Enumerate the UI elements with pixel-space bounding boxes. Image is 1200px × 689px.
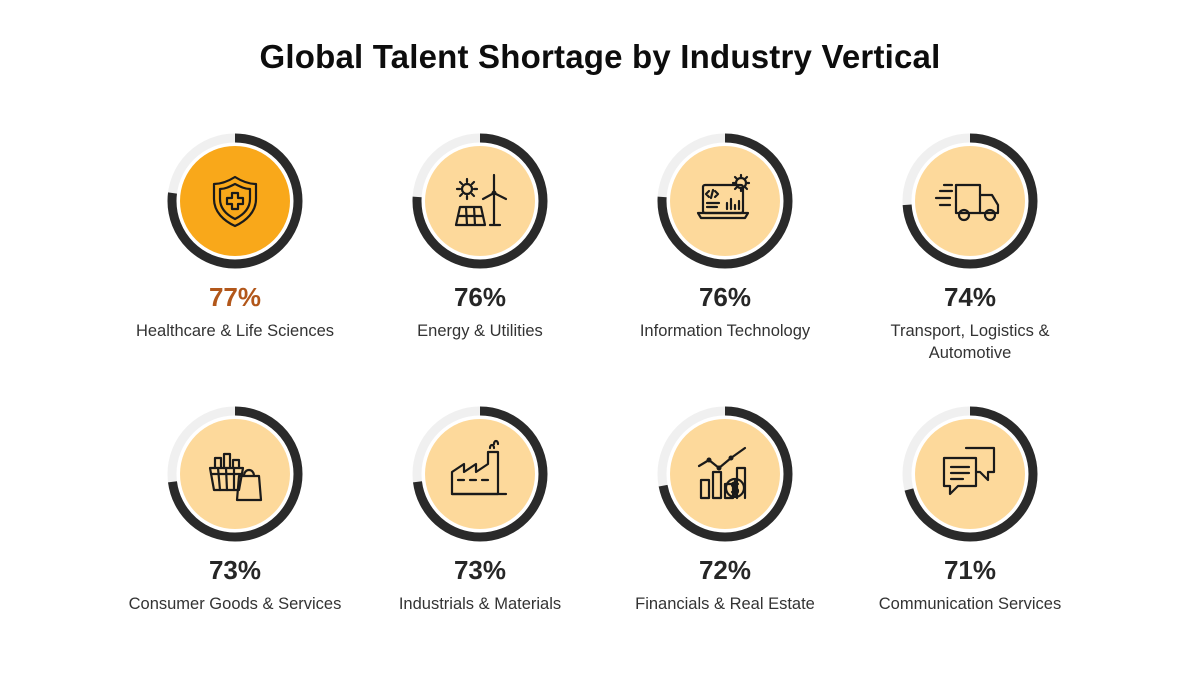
industry-label: Information Technology <box>639 322 811 340</box>
progress-ring <box>412 133 548 269</box>
ring-value-arc <box>412 406 548 542</box>
progress-ring <box>657 133 793 269</box>
ring-inner-disc <box>915 146 1025 256</box>
ring-value-arc <box>902 406 1038 542</box>
industry-label: Consumer Goods & Services <box>128 595 342 613</box>
ring-inner-disc <box>915 419 1025 529</box>
industry-label: Healthcare & Life Sciences <box>135 322 335 340</box>
ring-inner-disc <box>670 419 780 529</box>
industry-label: Energy & Utilities <box>417 322 543 340</box>
industry-card: 73% Consumer Goods & Services <box>115 405 355 615</box>
ring-inner-disc <box>180 146 290 256</box>
industry-card: 74% Transport, Logistics & Automotive <box>850 132 1090 364</box>
ring-value-arc <box>167 133 303 269</box>
percentage-value: 71% <box>943 555 997 585</box>
industry-card: 72% Financials & Real Estate <box>605 405 845 615</box>
progress-ring <box>167 133 303 269</box>
percentage-value: 76% <box>698 282 752 312</box>
progress-ring <box>902 406 1038 542</box>
industry-label: Transport, Logistics & Automotive <box>890 322 1050 362</box>
industry-label: Communication Services <box>878 595 1062 613</box>
progress-ring <box>902 133 1038 269</box>
ring-value-arc <box>412 133 548 269</box>
percentage-value: 73% <box>453 555 507 585</box>
percentage-value: 74% <box>943 282 997 312</box>
progress-ring <box>412 406 548 542</box>
percentage-value: 77% <box>208 282 262 312</box>
industry-card: 76% Energy & Utilities <box>360 132 600 342</box>
ring-value-arc <box>167 406 303 542</box>
ring-value-arc <box>902 133 1038 269</box>
ring-value-arc <box>657 133 793 269</box>
ring-inner-disc <box>670 146 780 256</box>
industry-label: Industrials & Materials <box>398 595 562 613</box>
percentage-value: 76% <box>453 282 507 312</box>
chart-title: Global Talent Shortage by Industry Verti… <box>259 38 941 75</box>
industry-card: 77% Healthcare & Life Sciences <box>115 132 355 342</box>
progress-ring <box>657 406 793 542</box>
industry-card: 71% Communication Services <box>850 405 1090 615</box>
industry-card: 73% Industrials & Materials <box>360 405 600 615</box>
industry-card: 76% Information Technology <box>605 132 845 342</box>
ring-inner-disc <box>425 419 535 529</box>
ring-inner-disc <box>425 146 535 256</box>
industry-label: Financials & Real Estate <box>635 595 815 613</box>
percentage-value: 73% <box>208 555 262 585</box>
percentage-value: 72% <box>698 555 752 585</box>
progress-ring <box>167 406 303 542</box>
ring-value-arc <box>657 406 793 542</box>
